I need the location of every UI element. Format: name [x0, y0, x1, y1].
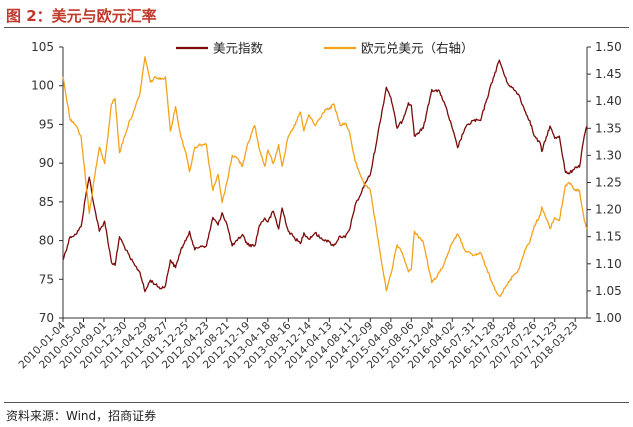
chart-legend: 美元指数 欧元兑美元（右轴）: [176, 41, 474, 56]
right-tick-label: 1.05: [595, 284, 622, 298]
right-tick-label: 1.10: [595, 257, 622, 271]
legend-eurusd-label: 欧元兑美元（右轴）: [361, 41, 474, 56]
left-tick-label: 100: [31, 79, 54, 93]
right-tick-label: 1.00: [595, 311, 622, 325]
series-lines: [62, 56, 588, 297]
right-tick-label: 1.25: [595, 176, 622, 190]
right-tick-label: 1.45: [595, 67, 622, 81]
left-tick-label: 75: [39, 272, 54, 286]
right-tick-label: 1.50: [595, 40, 622, 54]
series-line-usd-index: [62, 59, 588, 293]
chart-title: 图 2：美元与欧元汇率: [6, 7, 157, 25]
legend-usd-index-label: 美元指数: [213, 41, 264, 56]
right-tick-label: 1.40: [595, 94, 622, 108]
right-tick-label: 1.15: [595, 230, 622, 244]
x-axis-ticks: 2010-01-042010-05-042010-09-012010-12-30…: [16, 318, 580, 371]
left-tick-label: 85: [39, 195, 54, 209]
series-line-eurusd: [62, 56, 588, 297]
source-note: 资料来源：Wind，招商证券: [6, 409, 157, 423]
source-divider: [4, 402, 629, 403]
left-tick-label: 105: [31, 40, 54, 54]
title-divider: [4, 27, 629, 28]
right-tick-label: 1.20: [595, 203, 622, 217]
right-axis-ticks: 1.00 1.05 1.10 1.15 1.20 1.25 1.30 1.35 1.40 1.45…: [587, 40, 622, 325]
left-axis-ticks: 70 75 80 85 90 95 100 105: [31, 40, 63, 325]
left-tick-label: 70: [39, 311, 54, 325]
left-tick-label: 95: [39, 117, 54, 131]
right-tick-label: 1.35: [595, 121, 622, 135]
left-tick-label: 80: [39, 234, 54, 248]
right-tick-label: 1.30: [595, 148, 622, 162]
left-tick-label: 90: [39, 156, 54, 170]
